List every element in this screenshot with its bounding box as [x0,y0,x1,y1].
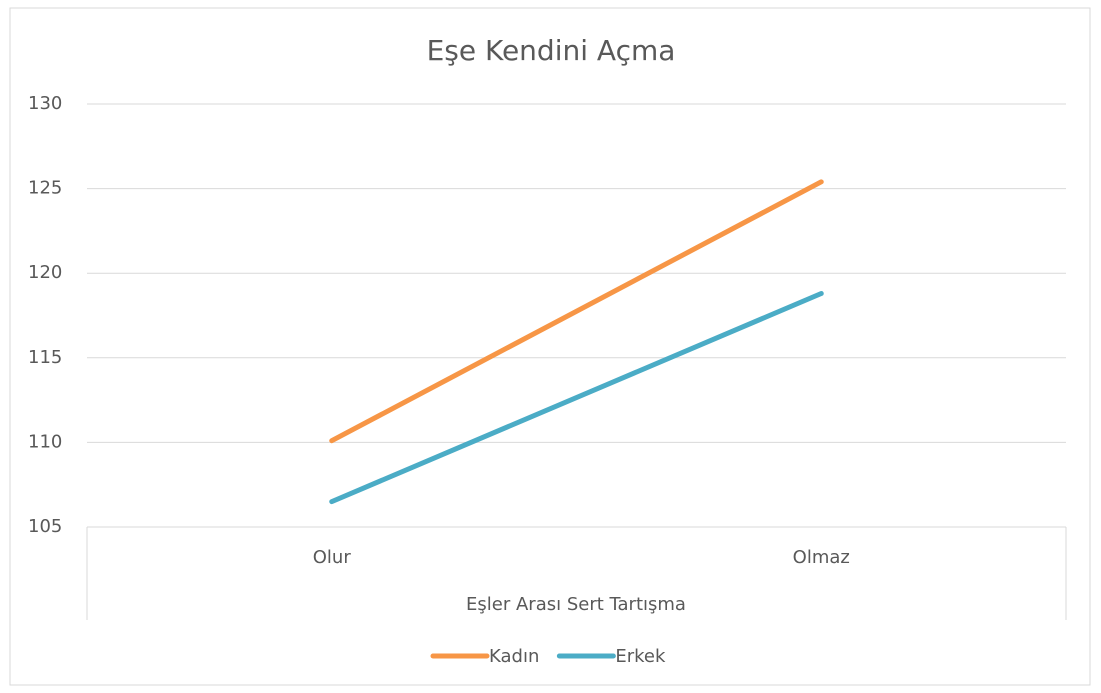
y-tick-label: 125 [28,178,62,199]
chart-border [9,7,1091,686]
x-axis-label: Eşler Arası Sert Tartışma [466,594,686,615]
y-tick-label: 110 [28,431,62,452]
y-tick-label: 130 [28,93,62,114]
y-tick-label: 120 [28,262,62,283]
x-tick-label: Olmaz [793,547,850,568]
line-series [329,179,824,444]
legend-label: Kadın [489,646,539,667]
y-tick-label: 115 [28,347,62,368]
line-series [329,291,824,505]
legend-label: Erkek [615,646,666,667]
y-tick-label: 105 [28,516,62,537]
chart-title: Eşe Kendini Açma [427,34,676,67]
x-tick-label: Olur [313,547,352,568]
